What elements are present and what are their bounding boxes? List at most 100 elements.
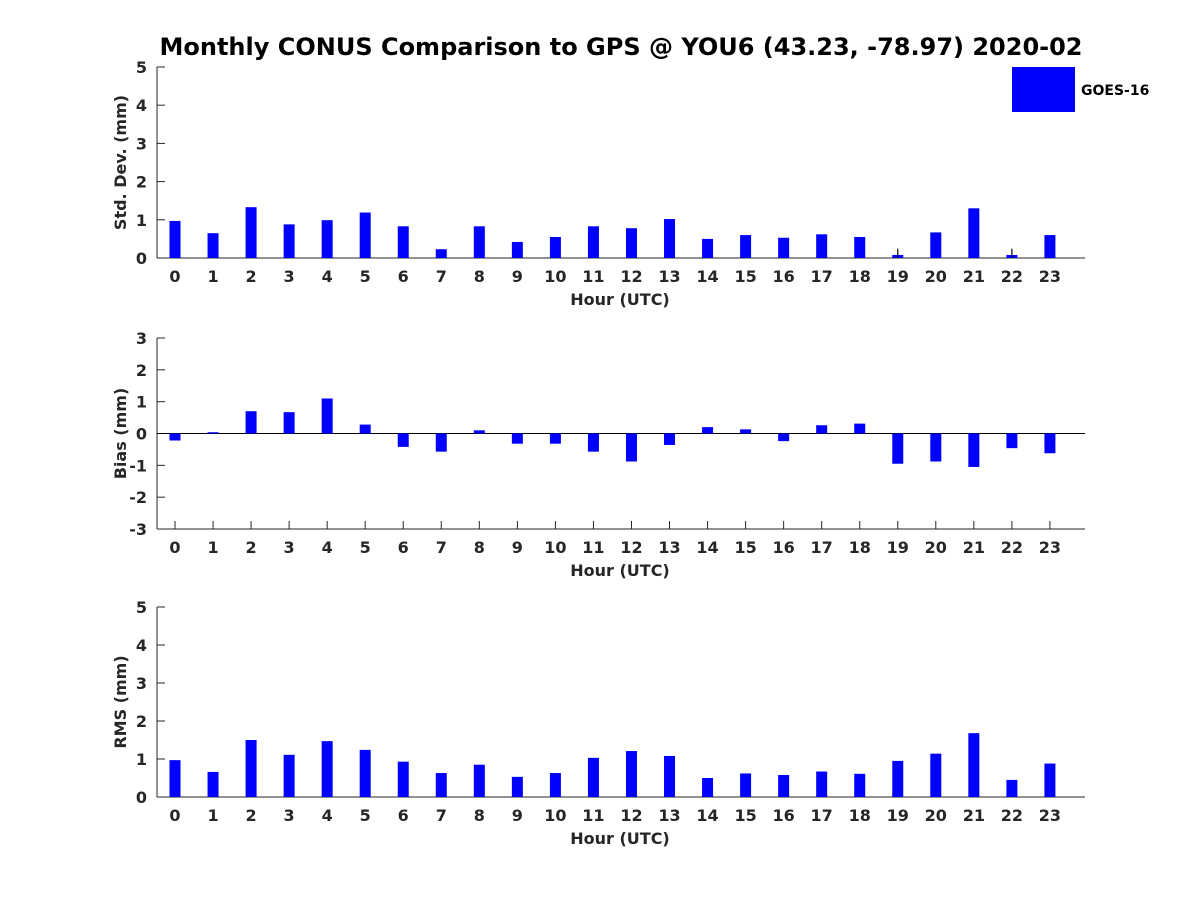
bar-hour-14 (702, 778, 714, 797)
x-tick-label: 17 (811, 538, 833, 557)
x-tick-label: 8 (474, 538, 485, 557)
bar-hour-18 (854, 773, 866, 797)
bar-hour-15 (740, 429, 752, 434)
x-axis-label: Hour (UTC) (570, 290, 670, 309)
x-tick-label: 18 (849, 806, 871, 825)
y-tick-label: 3 (136, 329, 147, 348)
x-tick-label: 13 (658, 267, 680, 286)
chart-title: Monthly CONUS Comparison to GPS @ YOU6 (… (159, 33, 1082, 61)
x-tick-label: 3 (284, 806, 295, 825)
x-tick-label: 22 (1001, 267, 1023, 286)
y-tick-label: 1 (136, 211, 147, 230)
x-tick-label: 12 (620, 538, 642, 557)
bar-hour-16 (778, 774, 790, 797)
y-axis-label: Std. Dev. (mm) (111, 95, 130, 230)
bar-hour-17 (816, 771, 828, 797)
bar-hour-5 (359, 212, 371, 258)
x-tick-label: 15 (734, 806, 756, 825)
bar-hour-22 (1006, 779, 1018, 797)
bar-hour-11 (587, 226, 599, 258)
y-tick-label: 2 (136, 361, 147, 380)
bar-hour-13 (664, 755, 676, 797)
y-axis-label: Bias (mm) (111, 388, 130, 480)
y-axis-label: RMS (mm) (111, 655, 130, 748)
bar-hour-17 (816, 425, 828, 434)
x-tick-label: 2 (246, 267, 257, 286)
bar-hour-13 (664, 433, 676, 445)
x-tick-label: 21 (963, 806, 985, 825)
y-tick-label: 3 (136, 134, 147, 153)
x-tick-label: 22 (1001, 806, 1023, 825)
x-tick-label: 16 (773, 267, 795, 286)
x-tick-label: 2 (246, 806, 257, 825)
x-tick-label: 22 (1001, 538, 1023, 557)
bar-hour-6 (397, 761, 409, 797)
y-tick-label: 3 (136, 674, 147, 693)
bar-hour-7 (435, 773, 447, 797)
x-tick-label: 12 (620, 806, 642, 825)
x-tick-label: 23 (1039, 267, 1061, 286)
bar-hour-22 (1006, 433, 1018, 449)
bar-hour-6 (397, 226, 409, 258)
x-tick-label: 18 (849, 267, 871, 286)
y-tick-label: -1 (129, 456, 147, 475)
y-tick-label: 2 (136, 173, 147, 192)
bar-hour-18 (854, 236, 866, 258)
bar-hour-1 (207, 432, 219, 434)
x-tick-label: 19 (887, 538, 909, 557)
x-tick-label: 7 (436, 538, 447, 557)
x-tick-label: 20 (925, 538, 947, 557)
bar-hour-19 (892, 760, 904, 797)
legend: GOES-16 (1012, 67, 1149, 112)
bar-hour-20 (930, 753, 942, 797)
y-tick-label: -2 (129, 488, 147, 507)
x-tick-label: 5 (360, 806, 371, 825)
y-tick-label: 4 (136, 636, 147, 655)
bar-hour-12 (625, 228, 637, 258)
x-tick-label: 9 (512, 806, 523, 825)
x-tick-label: 21 (963, 267, 985, 286)
bar-hour-2 (245, 207, 257, 258)
legend-swatch (1012, 67, 1075, 112)
y-tick-label: -3 (129, 520, 147, 539)
bar-hour-8 (473, 430, 485, 434)
x-tick-label: 23 (1039, 538, 1061, 557)
bar-hour-3 (283, 412, 295, 434)
x-tick-label: 11 (582, 806, 604, 825)
x-tick-label: 5 (360, 538, 371, 557)
bar-hour-8 (473, 764, 485, 797)
bar-hour-12 (625, 433, 637, 462)
bar-hour-1 (207, 233, 219, 258)
x-tick-label: 14 (696, 267, 718, 286)
y-tick-label: 2 (136, 712, 147, 731)
bar-hour-10 (549, 773, 561, 797)
y-tick-label: 0 (136, 249, 147, 268)
bar-hour-15 (740, 773, 752, 797)
y-tick-label: 0 (136, 425, 147, 444)
bar-hour-11 (587, 433, 599, 452)
x-tick-label: 20 (925, 267, 947, 286)
y-tick-label: 4 (136, 96, 147, 115)
x-tick-label: 21 (963, 538, 985, 557)
x-tick-label: 13 (658, 806, 680, 825)
x-tick-label: 19 (887, 806, 909, 825)
bar-hour-21 (968, 433, 980, 467)
x-tick-label: 10 (544, 806, 566, 825)
x-tick-label: 8 (474, 806, 485, 825)
x-tick-label: 6 (398, 806, 409, 825)
y-tick-label: 0 (136, 788, 147, 807)
bar-hour-23 (1044, 433, 1056, 454)
bar-hour-2 (245, 740, 257, 797)
bar-hour-4 (321, 398, 333, 434)
x-tick-label: 16 (773, 538, 795, 557)
x-tick-label: 13 (658, 538, 680, 557)
bar-hour-3 (283, 754, 295, 797)
bar-hour-0 (169, 760, 181, 797)
x-tick-label: 4 (322, 538, 333, 557)
x-tick-label: 3 (284, 267, 295, 286)
bar-hour-1 (207, 771, 219, 797)
